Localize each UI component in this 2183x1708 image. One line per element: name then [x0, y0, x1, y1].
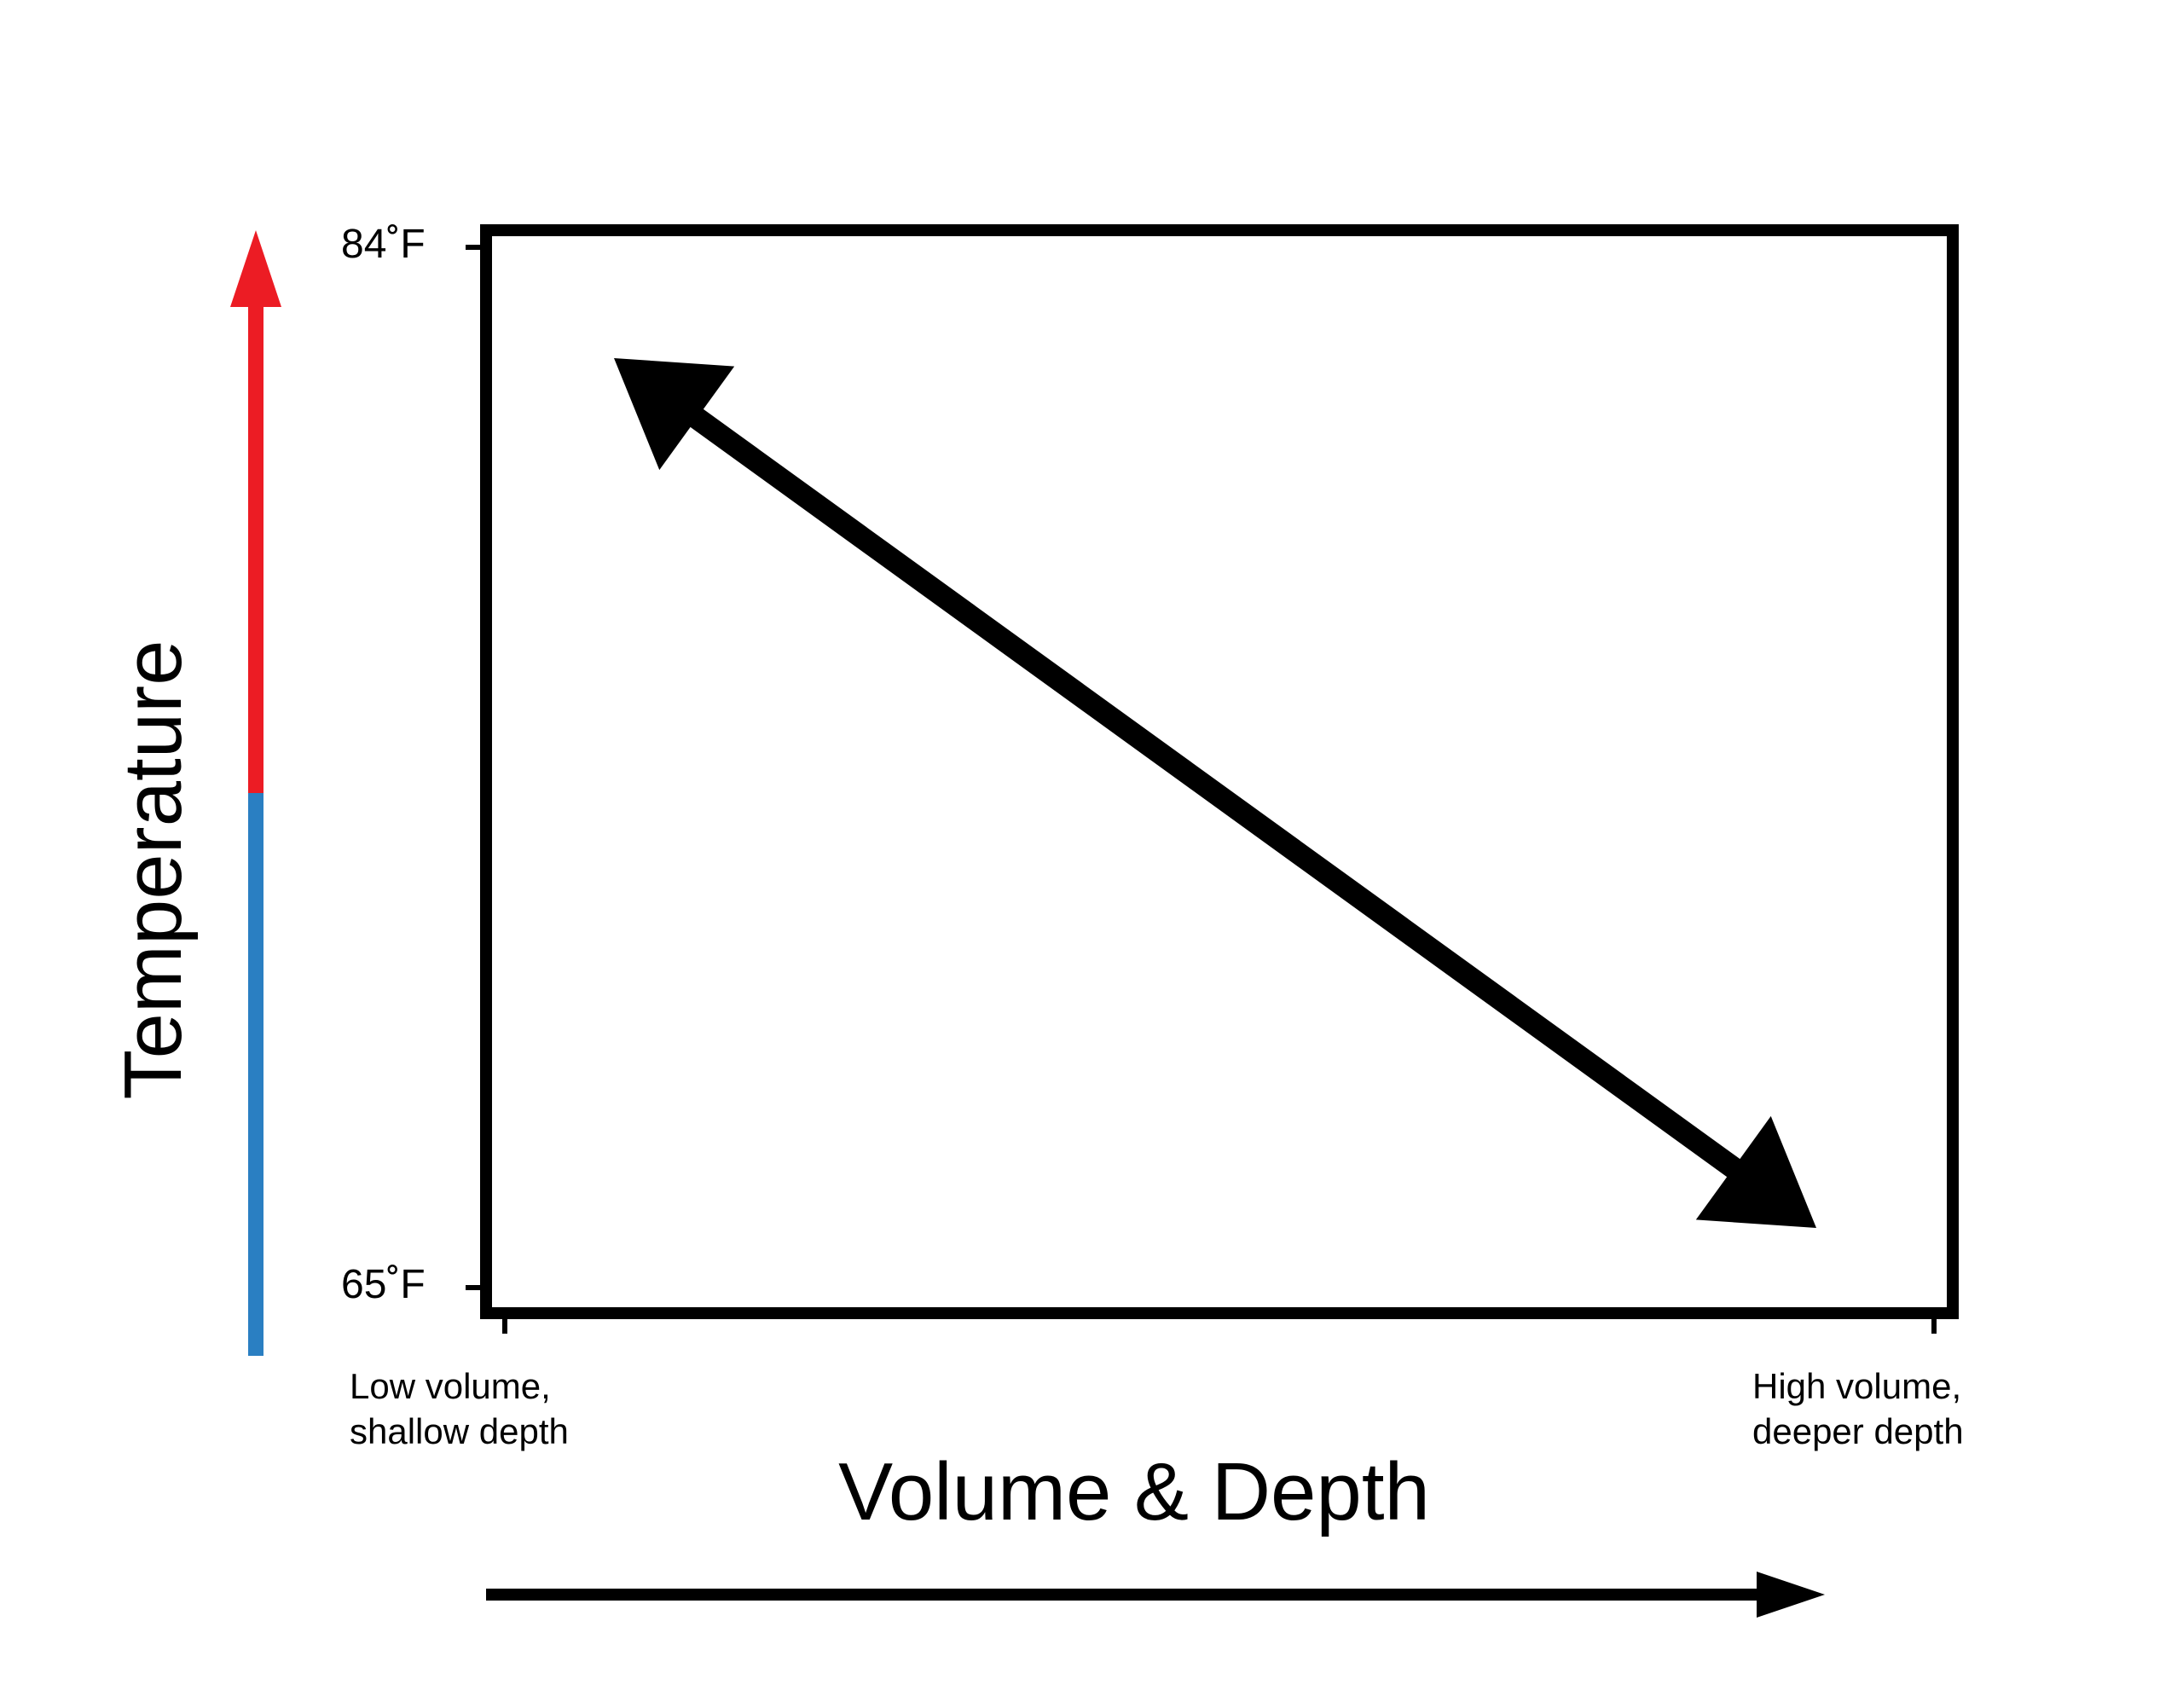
x-sub-label-low-line2: shallow depth — [350, 1411, 569, 1451]
x-sub-label-high-line1: High volume, — [1752, 1366, 1961, 1406]
temperature-indicator-arrowhead — [230, 230, 281, 307]
x-axis-title: Volume & Depth — [838, 1445, 1430, 1539]
y-tick-label-bottom: 65˚F — [341, 1261, 426, 1308]
x-sub-label-low: Low volume, shallow depth — [350, 1364, 569, 1454]
y-axis-title: Temperature — [107, 640, 200, 1100]
x-sub-label-high: High volume, deeper depth — [1752, 1364, 1964, 1454]
x-sub-label-low-line1: Low volume, — [350, 1366, 551, 1406]
x-axis-arrow-head — [1757, 1572, 1825, 1618]
y-tick-label-top: 84˚F — [341, 221, 426, 268]
x-sub-label-high-line2: deeper depth — [1752, 1411, 1964, 1451]
